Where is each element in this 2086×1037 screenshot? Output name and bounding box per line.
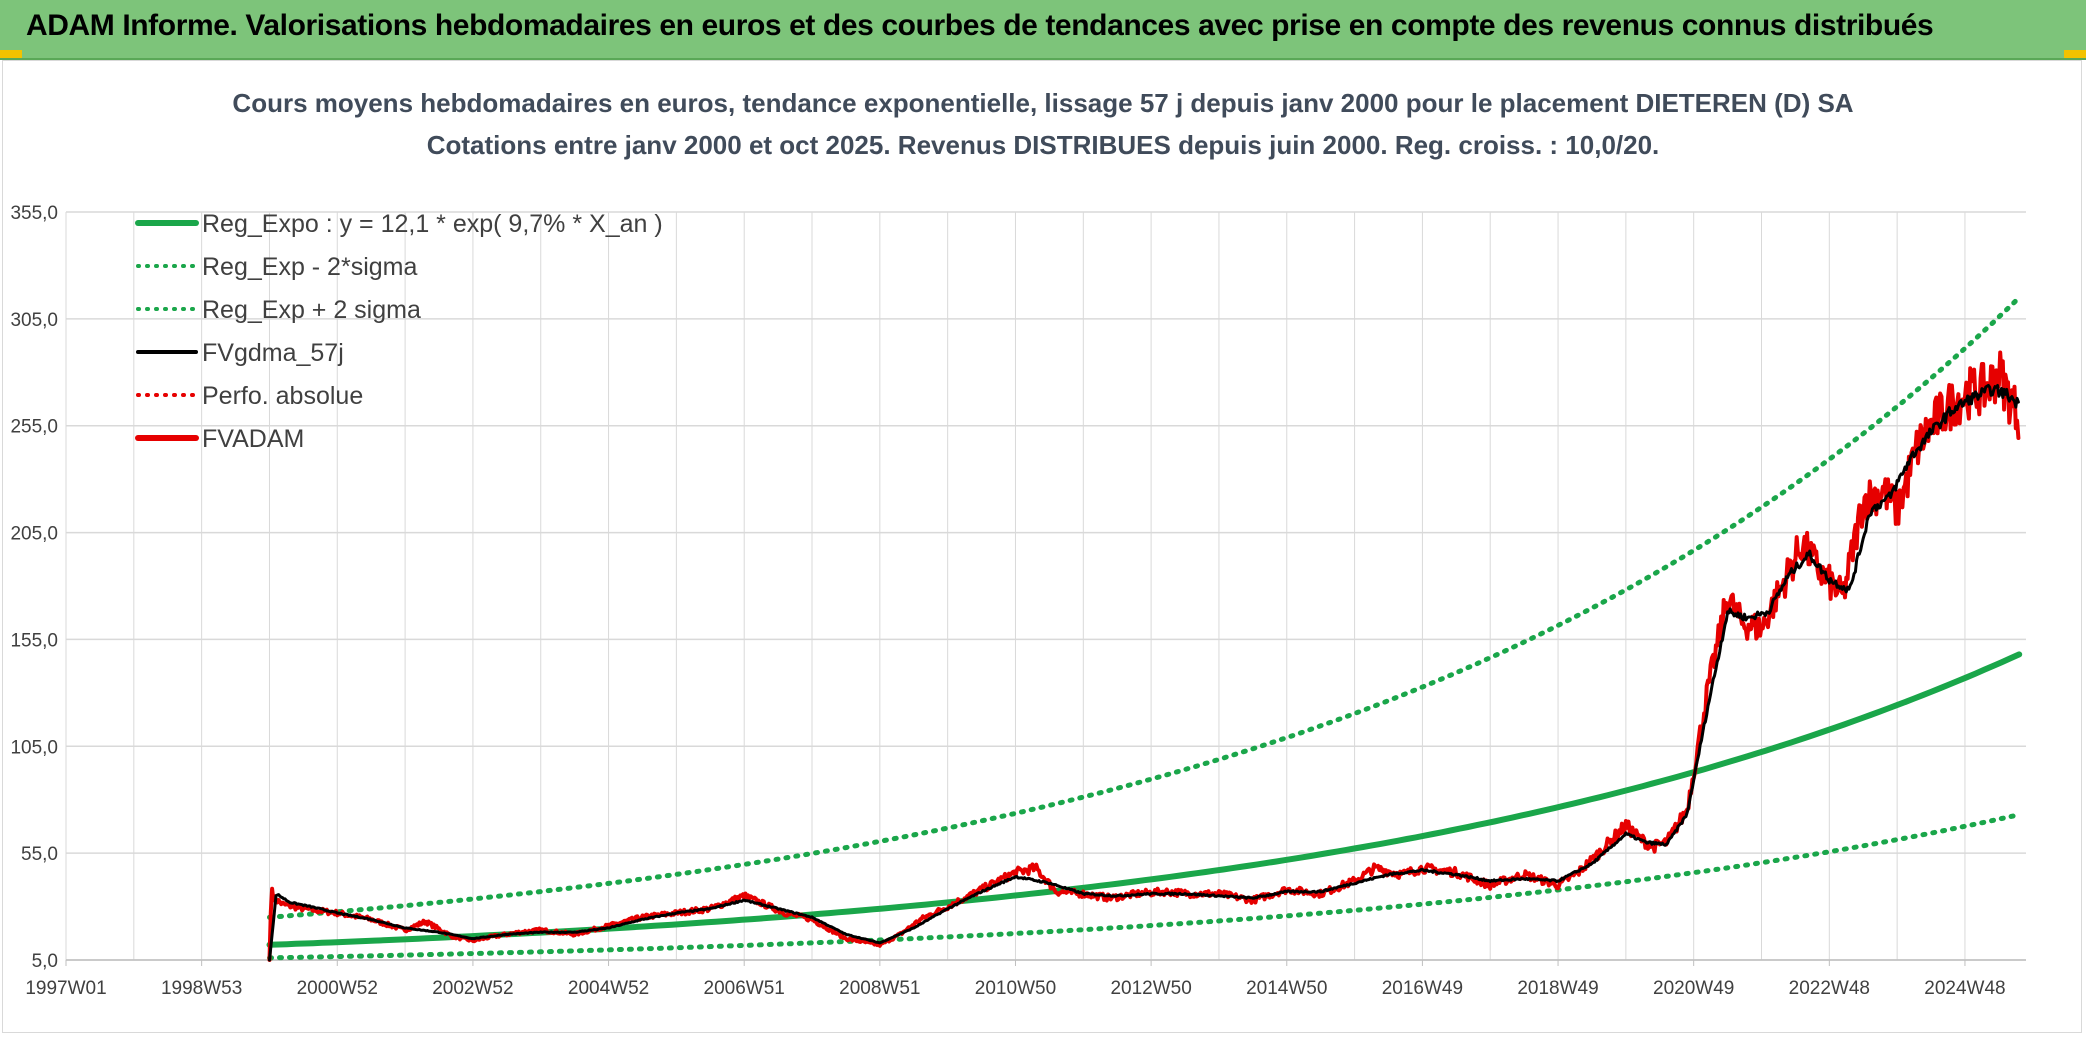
x-tick-label: 2002W52: [432, 978, 513, 999]
y-tick-label: 305,0: [10, 310, 58, 331]
chart-subtitle: Cotations entre janv 2000 et oct 2025. R…: [426, 130, 1660, 160]
x-tick-label: 2004W52: [568, 978, 649, 999]
series-fvgdma-57j: [268, 383, 2020, 962]
series-fvadam: [267, 350, 2021, 962]
y-tick-label: 355,0: [10, 203, 58, 224]
legend-label: Reg_Expo : y = 12,1 * exp( 9,7% * X_an ): [202, 210, 663, 238]
series-reg-expo: [266, 651, 2023, 948]
x-tick-label: 2018W49: [1517, 978, 1598, 999]
y-tick-label: 255,0: [10, 417, 58, 438]
y-tick-label: 5,0: [32, 951, 58, 972]
x-tick-label: 2010W50: [975, 978, 1056, 999]
corner-marker-right: [2064, 50, 2086, 58]
chart-frame: [2, 60, 2082, 1033]
y-tick-label: 155,0: [10, 630, 58, 651]
y-tick-label: 105,0: [10, 737, 58, 758]
report-title: ADAM Informe. Valorisations hebdomadaire…: [26, 9, 1934, 42]
x-tick-label: 1997W01: [25, 978, 106, 999]
legend-label: Perfo. absolue: [202, 382, 363, 410]
legend-label: FVADAM: [202, 425, 304, 453]
x-tick-label: 2000W52: [297, 978, 378, 999]
y-tick-label: 55,0: [21, 844, 58, 865]
series-reg-minus-2sigma: [267, 812, 2022, 961]
x-tick-label: 2006W51: [704, 978, 785, 999]
x-tick-label: 2024W48: [1924, 978, 2005, 999]
x-tick-label: 2008W51: [839, 978, 920, 999]
report-banner: ADAM Informe. Valorisations hebdomadaire…: [0, 0, 2086, 60]
x-tick-label: 2014W50: [1246, 978, 1327, 999]
y-tick-label: 205,0: [10, 524, 58, 545]
legend-label: Reg_Exp + 2 sigma: [202, 296, 421, 324]
series-reg-plus-2sigma: [267, 295, 2022, 920]
x-tick-label: 2012W50: [1110, 978, 1191, 999]
x-tick-label: 1998W53: [161, 978, 242, 999]
corner-marker-left: [0, 50, 22, 58]
legend-label: Reg_Exp - 2*sigma: [202, 253, 417, 281]
x-tick-label: 2016W49: [1382, 978, 1463, 999]
x-tick-label: 2020W49: [1653, 978, 1734, 999]
x-tick-label: 2022W48: [1789, 978, 1870, 999]
chart-title: Cours moyens hebdomadaires en euros, ten…: [232, 88, 1854, 118]
legend-label: FVgdma_57j: [202, 339, 344, 367]
